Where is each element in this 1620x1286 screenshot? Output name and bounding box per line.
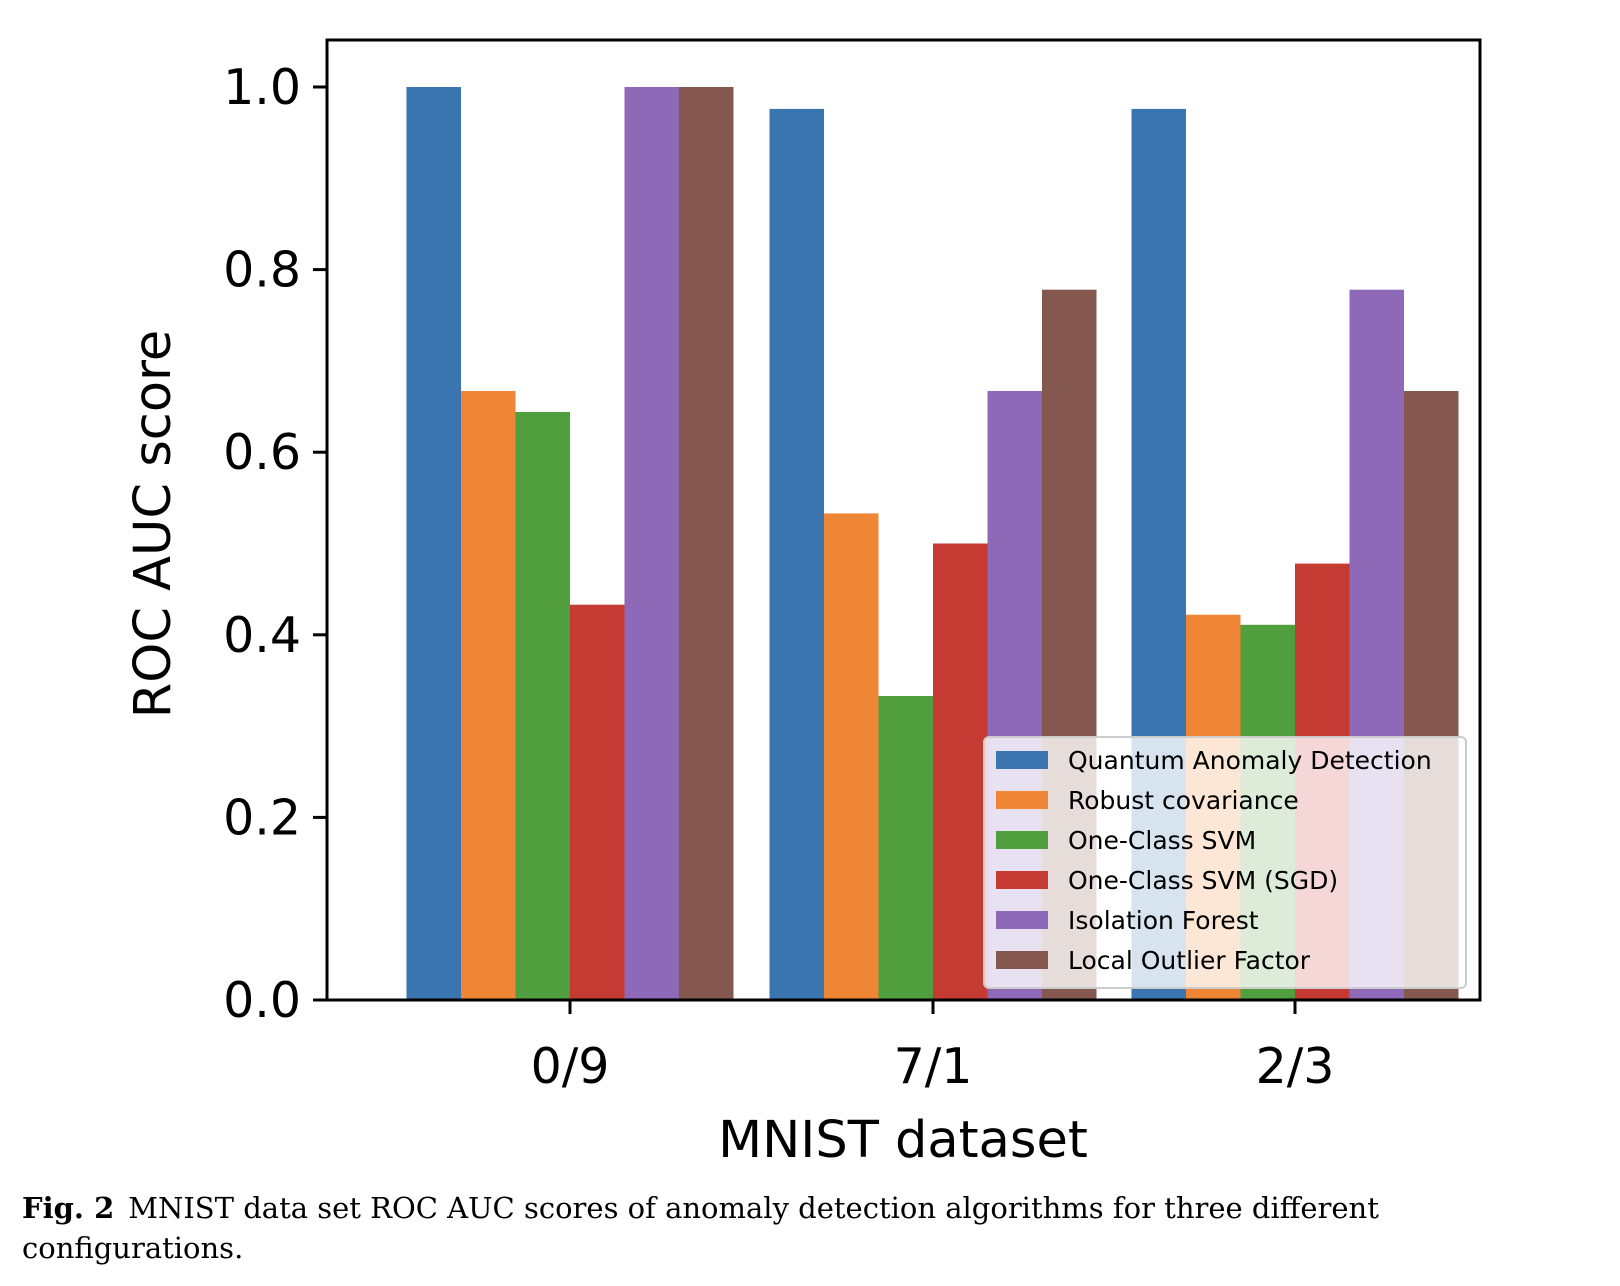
bar-0-9-series-0 bbox=[406, 87, 461, 1000]
x-tick-label: 0/9 bbox=[531, 1038, 610, 1095]
y-tick-label: 0.0 bbox=[223, 972, 301, 1029]
legend-label: Quantum Anomaly Detection bbox=[1068, 746, 1432, 775]
bar-0-9-series-1 bbox=[461, 391, 516, 1000]
bar-7-1-series-3 bbox=[933, 543, 988, 1000]
bar-0-9-series-3 bbox=[570, 604, 625, 1000]
y-axis: 0.0 0.2 0.4 0.6 0.8 1.0 bbox=[223, 59, 327, 1029]
bar-0-9-series-5 bbox=[679, 87, 734, 1000]
y-tick-label: 0.4 bbox=[223, 607, 301, 664]
bar-7-1-series-1 bbox=[824, 513, 879, 1000]
caption-label: Fig. 2 bbox=[22, 1191, 115, 1225]
legend-swatch bbox=[996, 751, 1048, 769]
bar-0-9-series-4 bbox=[624, 87, 679, 1000]
legend-label: Isolation Forest bbox=[1068, 906, 1259, 935]
legend-label: One-Class SVM bbox=[1068, 826, 1256, 855]
bar-chart: Quantum Anomaly Detection Robust covarian… bbox=[124, 38, 1482, 1170]
legend-label: Robust covariance bbox=[1068, 786, 1299, 815]
bar-7-1-series-2 bbox=[878, 696, 933, 1000]
x-axis: 0/9 7/1 2/3 bbox=[531, 1000, 1335, 1095]
legend-label: One-Class SVM (SGD) bbox=[1068, 866, 1338, 895]
bars-layer bbox=[406, 87, 1459, 1000]
legend: Quantum Anomaly Detection Robust covarian… bbox=[983, 736, 1467, 989]
bar-7-1-series-0 bbox=[769, 108, 824, 1000]
caption-text: MNIST data set ROC AUC scores of anomaly… bbox=[22, 1191, 1379, 1265]
y-tick-label: 0.2 bbox=[223, 789, 301, 846]
bar-0-9-series-2 bbox=[515, 412, 570, 1000]
figure-caption: Fig. 2 MNIST data set ROC AUC scores of a… bbox=[22, 1188, 1602, 1268]
legend-label: Local Outlier Factor bbox=[1068, 946, 1311, 975]
x-tick-label: 2/3 bbox=[1256, 1038, 1335, 1095]
legend-swatch bbox=[996, 951, 1048, 969]
legend-swatch bbox=[996, 871, 1048, 889]
y-tick-label: 0.6 bbox=[223, 424, 301, 481]
x-axis-title: MNIST dataset bbox=[718, 1111, 1088, 1170]
y-tick-label: 1.0 bbox=[223, 59, 301, 116]
y-tick-label: 0.8 bbox=[223, 242, 301, 299]
y-axis-title: ROC AUC score bbox=[124, 330, 183, 718]
legend-swatch bbox=[996, 791, 1048, 809]
x-tick-label: 7/1 bbox=[894, 1038, 973, 1095]
legend-box bbox=[983, 736, 1467, 989]
legend-swatch bbox=[996, 831, 1048, 849]
plot-frame bbox=[325, 38, 1482, 1002]
legend-swatch bbox=[996, 911, 1048, 929]
